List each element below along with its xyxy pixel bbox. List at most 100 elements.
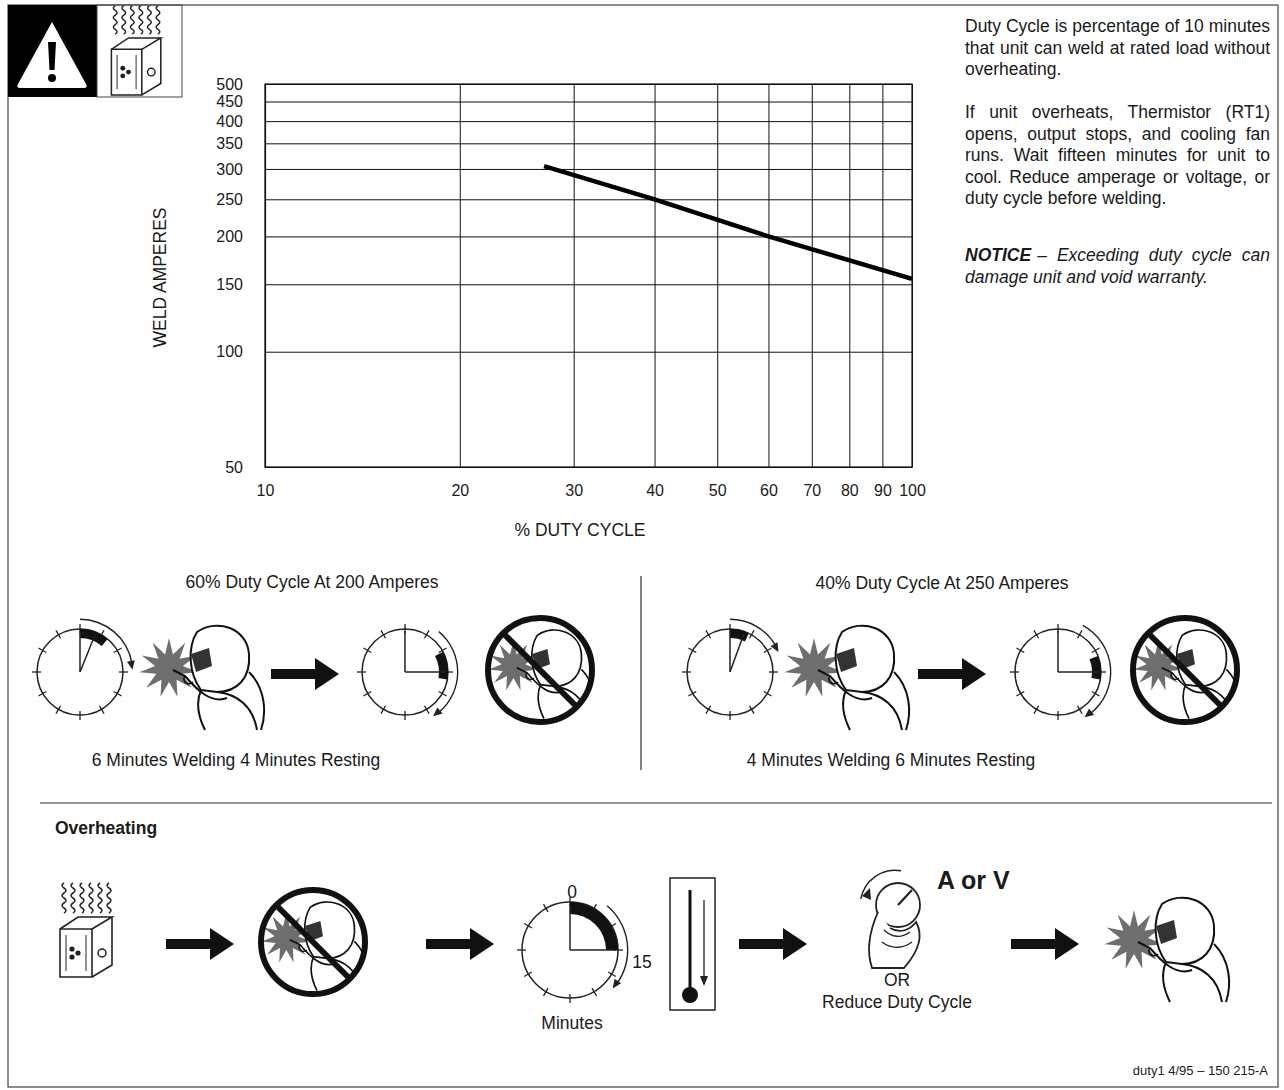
duty-cycle-note: Duty Cycle is percentage of 10 minutes t… [965,16,1270,81]
arrow [271,658,339,690]
y-tick: 450 [216,93,912,110]
welder-figure [784,626,909,730]
x-axis: 10 20 30 40 50 60 70 80 90 100 [257,84,926,499]
x-tick: 90 [874,84,892,499]
clock-icon [517,897,628,1003]
y-tick-label: 500 [216,76,243,93]
divider [40,802,1272,803]
x-axis-title: % DUTY CYCLE [515,520,646,540]
y-grid-line [265,236,912,237]
welding-icon [1104,898,1229,1002]
clock-icon [357,624,458,720]
clock-unit: Minutes [541,1013,603,1033]
icon-box [97,5,182,97]
x-tick-label: 90 [874,482,892,499]
x-tick-label: 80 [841,482,859,499]
x-tick: 30 [565,84,583,499]
arrow [918,658,986,690]
x-grid-line [717,84,718,467]
y-tick-label: 150 [216,276,243,293]
hot-machine-icon [111,6,160,95]
arrow [166,928,234,960]
y-tick-label: 50 [225,459,243,476]
x-tick-label: 50 [709,482,727,499]
welder-figure [139,626,264,730]
x-tick-label: 10 [257,482,275,499]
divider [640,576,641,770]
x-tick: 50 [709,84,727,499]
no-welding-icon [1133,618,1239,722]
welding-icon [139,626,264,730]
y-tick-label: 300 [216,161,243,178]
x-grid-line [460,84,461,467]
y-tick: 150 [216,276,912,293]
x-tick: 60 [760,84,778,499]
example-title: 40% Duty Cycle At 250 Amperes [816,573,1069,593]
x-tick: 40 [646,84,664,499]
x-grid-line [849,84,850,467]
y-tick-label: 450 [216,93,243,110]
x-tick: 70 [803,84,821,499]
x-tick-label: 60 [760,482,778,499]
y-tick: 400 [216,113,912,130]
y-axis: 50 100 150 200 250 300 350 400 450500 [216,76,912,476]
x-tick-label: 30 [565,482,583,499]
y-tick: 350 [216,135,912,152]
y-grid-line [265,199,912,200]
y-tick: 200 [216,228,912,245]
x-grid-line [768,84,769,467]
welder-figure [1104,898,1229,1002]
thermometer-icon [670,878,715,1010]
clock-icon [682,619,779,720]
y-tick: 300 [216,161,912,178]
clock-icon [1010,624,1111,720]
plot-frame [265,84,912,467]
y-tick-label: 400 [216,113,243,130]
control-label: A or V [937,866,1010,894]
welding-icon [784,626,909,730]
y-axis-title: WELD AMPERES [150,207,170,347]
y-tick-label: 250 [216,191,243,208]
overheat-note: If unit overheats, Thermistor (RT1) open… [965,102,1270,210]
x-tick-label: 100 [899,482,926,499]
x-tick-label: 40 [646,482,664,499]
x-grid-line [812,84,813,467]
page-border [8,5,1278,1087]
x-grid-line [882,84,883,467]
arrow [426,928,494,960]
example-caption: 6 Minutes Welding 4 Minutes Resting [92,750,381,770]
alternative-label: Reduce Duty Cycle [822,992,972,1012]
control-knob-icon [860,869,920,968]
section-title: Overheating [55,818,157,838]
hot-machine-icon [60,883,112,977]
x-tick-label: 70 [803,482,821,499]
y-grid-line [265,102,912,103]
notice-note: NOTICE– Exceeding duty cycle can damage … [965,245,1270,288]
y-grid-line [265,352,912,353]
y-tick-label: 100 [216,343,243,360]
clock-end: 15 [632,952,651,972]
y-tick-label: 350 [216,135,243,152]
or-label: OR [884,970,910,990]
y-tick: 100 [216,343,912,360]
x-grid-line [655,84,656,467]
no-welding-icon [488,618,594,722]
x-grid-line [574,84,575,467]
example-title: 60% Duty Cycle At 200 Amperes [186,572,439,592]
y-grid-line [265,121,912,122]
y-tick-label: 200 [216,228,243,245]
data-line [544,166,912,279]
x-tick: 80 [841,84,859,499]
x-tick-label: 20 [451,482,469,499]
arrow [739,928,807,960]
plot-area [544,166,912,279]
footer: duty1 4/95 – 150 215-A [1133,1063,1268,1078]
arrow [1011,928,1079,960]
x-tick: 20 [451,84,469,499]
notice-label: NOTICE [965,245,1031,265]
y-grid-line [265,143,912,144]
warning-icon [8,5,97,97]
clock-start: 0 [567,882,577,902]
no-welding-icon [261,890,367,994]
clock-icon [32,619,135,720]
